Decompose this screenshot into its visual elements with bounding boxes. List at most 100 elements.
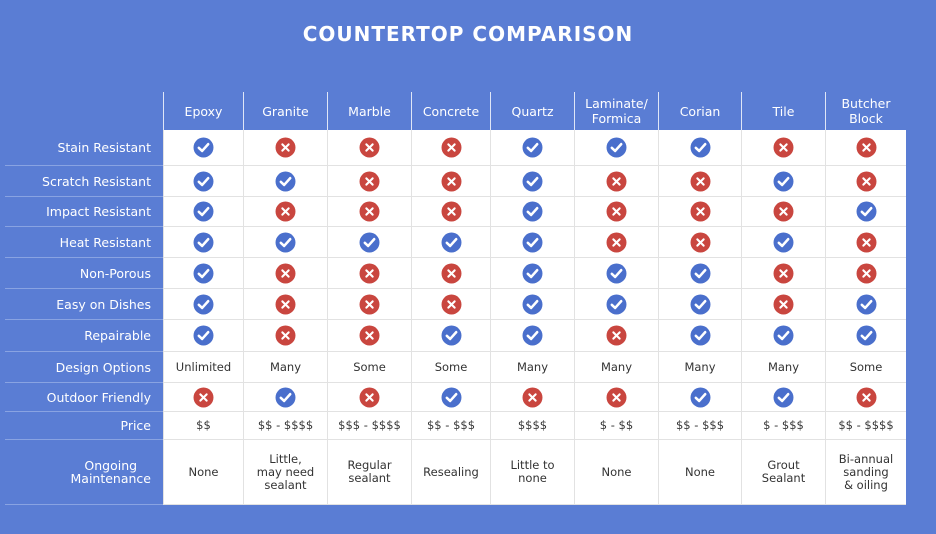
check-icon (193, 201, 214, 222)
row-label: Repairable (5, 320, 163, 352)
table-cell: $$$ - $$$$ (327, 412, 411, 440)
cross-icon (856, 171, 876, 191)
title: COUNTERTOP COMPARISON (302, 22, 634, 46)
cross-icon (522, 387, 543, 407)
column-header: Granite (243, 92, 327, 130)
table-cell (411, 197, 490, 227)
check-icon (773, 171, 794, 191)
table-cell (163, 320, 243, 352)
table-cell: None (574, 440, 658, 505)
table-cell (411, 130, 490, 166)
check-icon (690, 294, 710, 314)
cross-icon (690, 201, 710, 222)
table-cell: $$ - $$$$ (825, 412, 906, 440)
check-icon (522, 171, 543, 191)
cross-icon (359, 263, 380, 283)
table-cell: $$ (163, 412, 243, 440)
check-icon (441, 232, 461, 252)
cross-icon (275, 263, 296, 283)
table-cell (163, 197, 243, 227)
table-cell (741, 320, 825, 352)
column-header: Epoxy (163, 92, 243, 130)
table-cell (658, 258, 741, 289)
cross-icon (606, 171, 627, 191)
table-cell: Many (658, 352, 741, 383)
table-cell (825, 289, 906, 320)
cross-icon (606, 387, 627, 407)
check-icon (193, 325, 214, 346)
check-icon (275, 171, 296, 191)
column-header: Laminate/ Formica (574, 92, 658, 130)
table-cell: $ - $$ (574, 412, 658, 440)
cross-icon (773, 201, 794, 222)
table-cell (243, 227, 327, 258)
table-cell: Grout Sealant (741, 440, 825, 505)
check-icon (690, 325, 710, 346)
cross-icon (441, 294, 461, 314)
table-cell (741, 166, 825, 197)
table-cell: $ - $$$ (741, 412, 825, 440)
check-icon (522, 137, 543, 158)
row-label: Scratch Resistant (5, 166, 163, 197)
cross-icon (773, 137, 794, 158)
table-cell: $$$$ (490, 412, 574, 440)
table-cell (741, 258, 825, 289)
check-icon (606, 294, 627, 314)
column-header: Marble (327, 92, 411, 130)
table-cell (741, 197, 825, 227)
table-cell: Many (490, 352, 574, 383)
table-cell (163, 258, 243, 289)
table-cell (327, 166, 411, 197)
table-cell (825, 130, 906, 166)
cross-icon (359, 171, 380, 191)
table-cell (658, 289, 741, 320)
table-cell: Regular sealant (327, 440, 411, 505)
table-cell (825, 166, 906, 197)
table-cell (490, 197, 574, 227)
table-cell: Bi-annual sanding & oiling (825, 440, 906, 505)
table-cell (741, 130, 825, 166)
table-cell (327, 320, 411, 352)
table-cell (243, 383, 327, 412)
table-cell (490, 227, 574, 258)
table-cell (411, 383, 490, 412)
table-cell (327, 227, 411, 258)
check-icon (606, 263, 627, 283)
table-cell (574, 289, 658, 320)
table-cell (658, 320, 741, 352)
check-icon (275, 387, 296, 407)
check-icon (441, 387, 461, 407)
table-cell (327, 258, 411, 289)
check-icon (690, 387, 710, 407)
table-cell: Many (243, 352, 327, 383)
cross-icon (441, 201, 461, 222)
table-cell (163, 383, 243, 412)
table-cell (411, 166, 490, 197)
table-cell: $$ - $$$ (658, 412, 741, 440)
cross-icon (690, 171, 710, 191)
row-label: Ongoing Maintenance (5, 440, 163, 505)
check-icon (773, 387, 794, 407)
table-cell (411, 289, 490, 320)
table-cell (574, 130, 658, 166)
table-cell (658, 227, 741, 258)
cross-icon (359, 387, 380, 407)
cross-icon (193, 387, 214, 407)
row-label: Impact Resistant (5, 197, 163, 227)
check-icon (856, 294, 876, 314)
check-icon (193, 263, 214, 283)
column-header: Quartz (490, 92, 574, 130)
table-cell (163, 289, 243, 320)
table-cell (574, 166, 658, 197)
table-cell (243, 197, 327, 227)
table-cell (490, 320, 574, 352)
check-icon (606, 137, 627, 158)
table-cell (411, 320, 490, 352)
cross-icon (606, 201, 627, 222)
cross-icon (773, 263, 794, 283)
column-header: Concrete (411, 92, 490, 130)
table-cell: Little, may need sealant (243, 440, 327, 505)
row-label: Outdoor Friendly (5, 383, 163, 412)
table-cell (490, 258, 574, 289)
